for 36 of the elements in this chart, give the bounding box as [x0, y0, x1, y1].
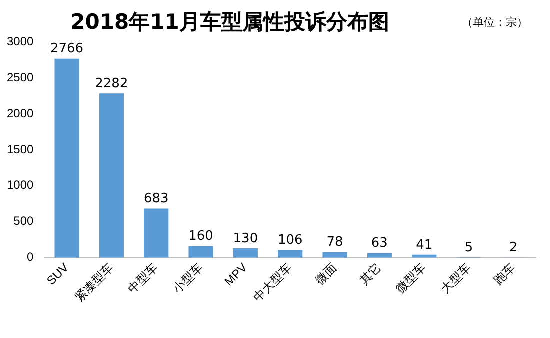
x-tick-label: 中型车 — [125, 260, 161, 296]
x-tick-label: 微面 — [312, 260, 340, 288]
y-tick-label: 1000 — [6, 178, 34, 192]
x-tick-label: 小型车 — [170, 260, 206, 296]
bar — [188, 246, 214, 258]
bar — [99, 94, 124, 258]
data-label: 683 — [144, 192, 169, 207]
x-tick-label: 其它 — [357, 260, 384, 288]
x-tick-label: 跑车 — [491, 260, 518, 288]
bar — [233, 248, 258, 258]
x-tick-label: 紧凑型车 — [72, 260, 116, 304]
data-label: 130 — [233, 231, 258, 246]
data-label: 63 — [371, 236, 388, 252]
y-tick-label: 500 — [14, 214, 34, 228]
data-label: 2766 — [50, 42, 84, 57]
bar — [322, 252, 348, 258]
data-label: 41 — [416, 238, 433, 253]
x-tick-label: 中大型车 — [250, 260, 295, 304]
bar — [54, 58, 80, 258]
data-label: 160 — [188, 229, 214, 244]
data-label: 5 — [464, 240, 474, 256]
y-tick-label: 0 — [27, 250, 34, 264]
y-tick-label: 1500 — [6, 142, 34, 156]
data-label: 2 — [510, 240, 518, 256]
data-label: 2282 — [95, 76, 128, 92]
x-tick-label: 大型车 — [438, 260, 474, 296]
bar — [278, 250, 303, 258]
bar — [144, 208, 169, 258]
y-tick-label: 3000 — [6, 34, 34, 48]
chart-subtitle: （单位：宗） — [462, 15, 528, 30]
y-tick-label: 2500 — [6, 70, 34, 84]
y-tick-label: 2000 — [6, 106, 34, 120]
data-label: 106 — [278, 233, 303, 248]
chart-title: 2018年11月车型属性投诉分布图 — [70, 9, 390, 36]
x-tick-label: 微型车 — [393, 260, 429, 296]
data-label: 78 — [326, 235, 344, 250]
